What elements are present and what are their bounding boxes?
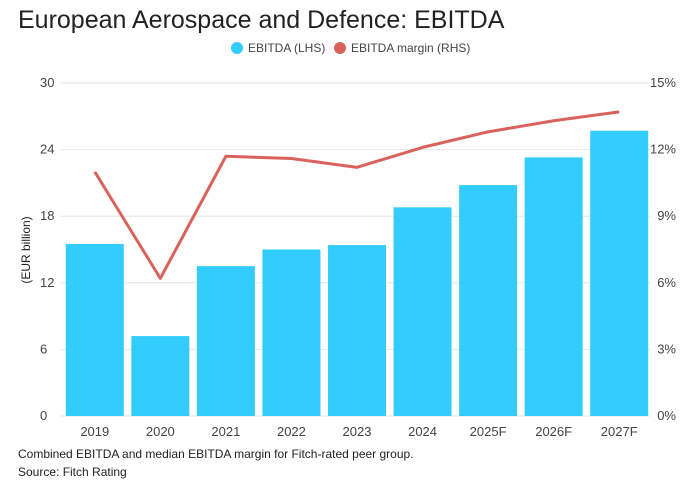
bar — [262, 249, 321, 416]
x-tick-label: 2027F — [601, 424, 638, 439]
y2-tick-label: 0% — [657, 408, 676, 423]
legend-label-ebitda: EBITDA (LHS) — [248, 41, 325, 55]
chart-source: Source: Fitch Rating — [18, 465, 127, 479]
bar — [393, 207, 452, 416]
y2-tick-label: 6% — [657, 275, 676, 290]
legend-marker-margin — [334, 42, 346, 54]
chart-title: European Aerospace and Defence: EBITDA — [18, 6, 505, 34]
bar — [524, 157, 583, 416]
bar — [328, 245, 386, 416]
y-tick-label: 30 — [40, 75, 54, 90]
y2-tick-label: 15% — [650, 75, 676, 90]
bar — [196, 266, 255, 416]
y-tick-label: 12 — [40, 275, 54, 290]
bar — [65, 243, 124, 416]
y2-tick-label: 3% — [657, 341, 676, 356]
y2-tick-label: 12% — [650, 142, 676, 157]
x-tick-label: 2025F — [470, 424, 507, 439]
x-tick-label: 2020 — [146, 424, 175, 439]
x-tick-label: 2026F — [535, 424, 572, 439]
bar — [131, 336, 190, 416]
bar — [590, 130, 649, 417]
x-tick-label: 2022 — [277, 424, 306, 439]
y2-tick-label: 9% — [657, 208, 676, 223]
y-tick-label: 18 — [40, 208, 54, 223]
chart-footnote: Combined EBITDA and median EBITDA margin… — [18, 447, 414, 461]
bar — [459, 185, 518, 416]
y-tick-label: 24 — [40, 142, 54, 157]
x-tick-label: 2021 — [211, 424, 240, 439]
margin-line — [93, 110, 620, 280]
x-tick-label: 2024 — [408, 424, 437, 439]
x-tick-label: 2023 — [343, 424, 372, 439]
legend-label-margin: EBITDA margin (RHS) — [351, 41, 470, 55]
y-tick-label: 6 — [40, 341, 47, 356]
x-tick-label: 2019 — [80, 424, 109, 439]
y-axis-label: (EUR billion) — [19, 216, 33, 283]
y-tick-label: 0 — [40, 408, 47, 423]
legend-marker-ebitda — [231, 42, 243, 54]
